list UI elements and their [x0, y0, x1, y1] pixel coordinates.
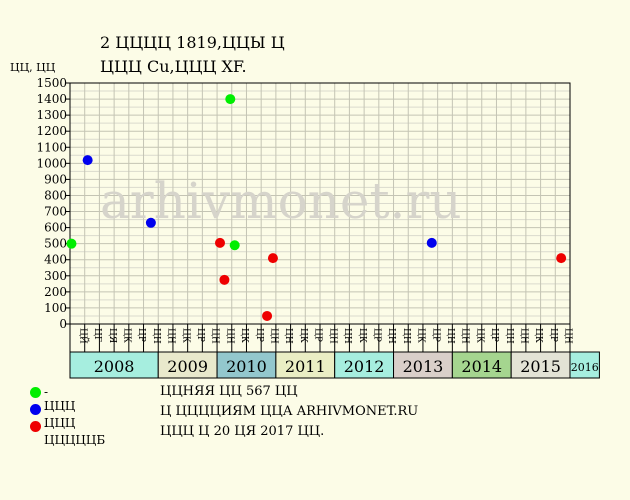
year-band: [393, 351, 453, 379]
year-label: 2015: [520, 357, 561, 376]
year-band: [510, 351, 571, 379]
month-label: ЦГ: [92, 328, 102, 342]
legend-marker: [30, 421, 41, 432]
data-point: [267, 253, 278, 264]
legend-label: - ЦЦЦ: [44, 385, 76, 413]
month-label: ЦН: [224, 328, 234, 344]
year-label: 2016: [571, 361, 599, 374]
y-tick-label: 0: [59, 317, 67, 331]
month-label: ЦН: [269, 328, 279, 344]
data-point: [66, 238, 77, 249]
month-label: ЦК: [533, 328, 543, 343]
legend-label: - ЦЦЦЦЦБ: [44, 419, 106, 447]
year-label: 2014: [461, 357, 502, 376]
data-point: [219, 274, 230, 285]
month-label: ЦР: [313, 328, 323, 342]
month-label: ЦР: [371, 328, 381, 342]
year-label: 2009: [167, 357, 208, 376]
month-label: ЦК: [357, 328, 367, 343]
note-total-monets: ЦЦНЯЯ ЦЦ 567 ЦЦ: [160, 384, 298, 399]
year-band: [451, 351, 512, 379]
legend-marker: [30, 404, 41, 415]
legend-marker: [30, 387, 41, 398]
year-band: [69, 351, 159, 379]
y-tick-label: 1500: [36, 76, 67, 90]
data-point: [556, 253, 567, 264]
data-point: [229, 240, 240, 251]
data-point: [426, 237, 437, 248]
year-band: [569, 351, 600, 379]
month-label: ЦЯ: [107, 328, 117, 343]
month-label: ЦН: [151, 328, 161, 344]
month-label: ЦН: [386, 328, 396, 344]
y-tick-label: 1200: [36, 124, 67, 138]
month-label: ЦК: [180, 328, 190, 343]
month-label: ЦН: [342, 328, 352, 344]
data-point: [225, 94, 236, 105]
month-label: ЦН: [519, 328, 529, 344]
year-label: 2012: [344, 357, 385, 376]
y-tick-label: 500: [44, 237, 67, 251]
year-band: [157, 351, 218, 379]
year-band: [334, 351, 395, 379]
note-source: Ц ЦЦЦЦИЯМ ЦЦА ARHIVMONET.RU: [160, 404, 419, 419]
month-label: ЦК: [239, 328, 249, 343]
month-label: ЦР: [254, 328, 264, 342]
y-tick-label: 600: [44, 221, 67, 235]
y-tick-label: 100: [44, 301, 67, 315]
y-tick-label: 400: [44, 253, 67, 267]
month-label: ЦР: [430, 328, 440, 342]
y-tick-label: 200: [44, 285, 67, 299]
year-label: 2013: [403, 357, 444, 376]
data-point: [82, 155, 93, 166]
month-label: ЦН: [401, 328, 411, 344]
month-label: ЦР: [195, 328, 205, 342]
legend-label: - ЦЦЦ: [44, 402, 76, 430]
y-tick-label: 1400: [36, 92, 67, 106]
note-date: ЦЦЦ Ц 20 ЦЯ 2017 ЦЦ.: [160, 424, 325, 439]
y-tick-label: 1000: [36, 156, 67, 170]
month-label: ЦР: [136, 328, 146, 342]
data-point: [215, 237, 225, 248]
y-tick-label: 900: [44, 172, 67, 186]
month-label: ЦН: [504, 328, 514, 344]
y-axis-label: ЦЦ, ЦЦ: [10, 61, 56, 74]
year-label: 2010: [226, 357, 267, 376]
data-point: [262, 310, 273, 321]
month-label: ЦН: [460, 328, 470, 344]
month-label: ЦЙ: [77, 328, 89, 344]
year-label: 2008: [94, 357, 135, 376]
month-label: ЦН: [563, 328, 573, 344]
month-label: ЦР: [548, 328, 558, 342]
month-label: ЦК: [474, 328, 484, 343]
year-label: 2011: [285, 357, 326, 376]
month-label: ЦН: [283, 328, 293, 344]
month-label: ЦК: [416, 328, 426, 343]
y-tick-label: 700: [44, 205, 67, 219]
month-label: ЦК: [121, 328, 131, 343]
y-tick-label: 300: [44, 269, 67, 283]
month-label: ЦН: [327, 328, 337, 344]
chart-title-line2: ЦЦЦ Cu,ЦЦЦ XF.: [100, 57, 247, 76]
year-band: [216, 351, 277, 379]
y-tick-label: 800: [44, 188, 67, 202]
y-tick-label: 1100: [36, 140, 67, 154]
chart-title-line1: 2 ЦЦЦЦ 1819,ЦЦЫ Ц: [100, 33, 285, 52]
y-tick-label: 1300: [36, 108, 67, 122]
data-point: [145, 217, 156, 228]
month-label: ЦР: [489, 328, 499, 342]
month-label: ЦН: [445, 328, 455, 344]
month-label: ЦН: [166, 328, 176, 344]
month-label: ЦН: [210, 328, 220, 344]
month-label: ЦК: [298, 328, 308, 343]
